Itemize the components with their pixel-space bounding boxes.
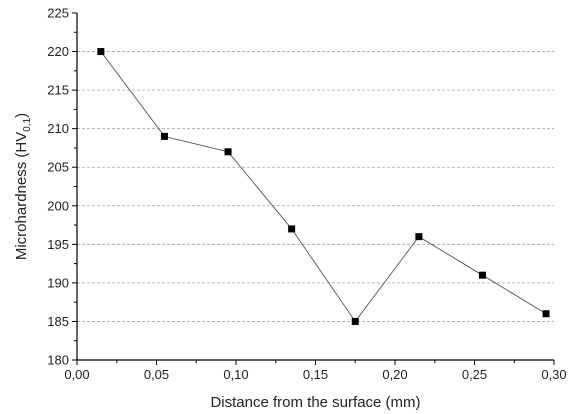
y-tick-label: 210 (47, 121, 69, 136)
y-tick-label: 180 (47, 353, 69, 368)
axes (76, 13, 554, 361)
data-series (97, 48, 550, 325)
x-tick-label: 0,05 (144, 367, 169, 382)
grid-lines (77, 51, 554, 322)
x-axis-title: Distance from the surface (mm) (210, 394, 420, 411)
y-tick-label: 215 (47, 83, 69, 98)
data-point (351, 317, 359, 325)
data-point (415, 233, 423, 241)
y-tick-label: 225 (47, 6, 69, 21)
data-point (97, 48, 105, 56)
x-tick-label: 0,10 (223, 367, 248, 382)
y-axis-title-subscript: 0,1 (22, 117, 33, 131)
data-point (224, 148, 232, 156)
data-point (542, 310, 550, 318)
y-tick-label: 220 (47, 44, 69, 59)
data-point (478, 271, 486, 279)
y-tick-label: 190 (47, 275, 69, 290)
data-point (160, 132, 168, 140)
x-tick-label: 0,20 (382, 367, 407, 382)
series-line (100, 51, 547, 323)
x-tick-label: 0,15 (303, 367, 328, 382)
ticks: 180 185 190 195 200 205 210 215 220 225 0,00 0,05 0,… (47, 6, 566, 383)
y-tick-label: 195 (47, 237, 69, 252)
y-tick-label: 205 (47, 160, 69, 175)
y-axis-title-close: ) (13, 113, 30, 118)
x-tick-label: 0,30 (541, 367, 566, 382)
y-tick-label: 200 (47, 198, 69, 213)
y-tick-label: 185 (47, 314, 69, 329)
y-axis-title-main: Microhardness (HV (13, 132, 30, 260)
data-point (288, 225, 296, 233)
x-tick-label: 0,25 (462, 367, 487, 382)
y-axis-title: Microhardness (HV0,1) (13, 113, 33, 260)
x-tick-label: 0,00 (64, 367, 89, 382)
